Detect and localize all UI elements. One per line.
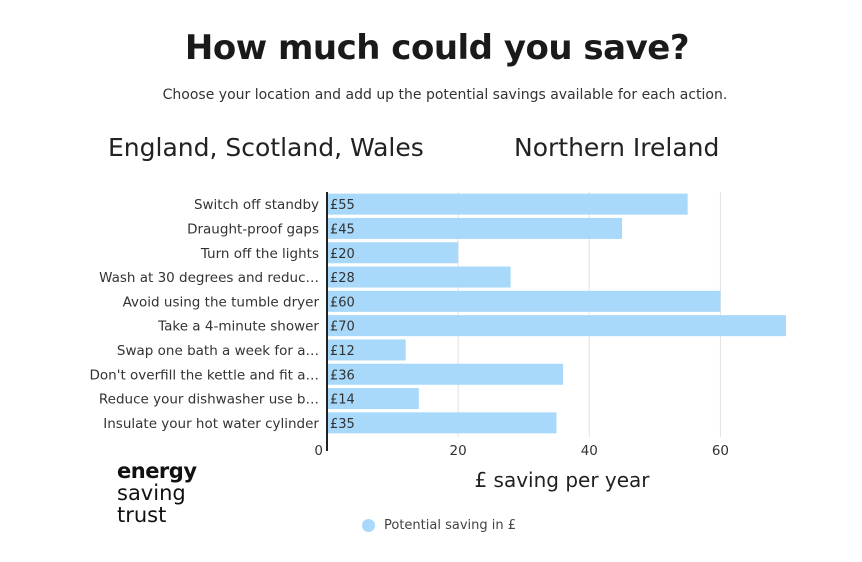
logo-line-energy: energy — [117, 459, 197, 483]
category-label-6: Swap one bath a week for a… — [117, 343, 319, 359]
bar-data-label-1: £45 — [330, 222, 355, 237]
bar-7 — [327, 363, 564, 385]
x-axis-label: £ saving per year — [474, 468, 650, 492]
bar-9 — [327, 412, 557, 434]
bar-data-label-2: £20 — [330, 247, 355, 262]
bar-2 — [327, 242, 459, 264]
legend-label: Potential saving in £ — [384, 518, 517, 533]
page-subtitle: Choose your location and add up the pote… — [162, 87, 728, 103]
bar-3 — [327, 266, 511, 288]
energy-saving-trust-logo: energy saving trust — [117, 460, 197, 526]
bar-data-label-6: £12 — [330, 344, 355, 359]
bar-0 — [327, 193, 688, 215]
category-label-2: Turn off the lights — [200, 246, 319, 262]
x-tick-label-40: 40 — [581, 443, 598, 459]
chart-legend[interactable]: Potential saving in £ — [362, 518, 516, 533]
bar-data-label-0: £55 — [330, 198, 355, 213]
location-tab-northern-ireland[interactable]: Northern Ireland — [514, 133, 720, 162]
bar-data-label-9: £35 — [330, 417, 355, 432]
location-tab-england-scotland-wales[interactable]: England, Scotland, Wales — [108, 133, 424, 162]
category-label-9: Insulate your hot water cylinder — [103, 416, 319, 432]
category-label-3: Wash at 30 degrees and reduc… — [99, 270, 319, 286]
bar-5 — [327, 315, 786, 337]
bar-data-label-4: £60 — [330, 295, 355, 310]
bar-data-label-5: £70 — [330, 320, 355, 335]
bar-data-label-8: £14 — [330, 393, 355, 408]
category-label-8: Reduce your dishwasher use b… — [99, 392, 319, 408]
category-label-0: Switch off standby — [194, 197, 319, 213]
legend-dot — [362, 519, 375, 532]
x-tick-label-0: 0 — [314, 443, 323, 459]
bar-4 — [327, 290, 721, 312]
bar-8 — [327, 388, 419, 410]
logo-line-trust: trust — [117, 503, 167, 527]
x-tick-label-20: 20 — [450, 443, 467, 459]
bar-1 — [327, 217, 623, 239]
bar-data-label-7: £36 — [330, 368, 355, 383]
category-label-4: Avoid using the tumble dryer — [123, 294, 320, 310]
page-title: How much could you save? — [184, 28, 690, 68]
bar-6 — [327, 339, 406, 361]
category-label-1: Draught-proof gaps — [187, 221, 319, 237]
x-tick-label-60: 60 — [712, 443, 729, 459]
bar-data-label-3: £28 — [330, 271, 355, 286]
logo-line-saving: saving — [117, 481, 186, 505]
category-label-7: Don't overfill the kettle and fit a… — [90, 367, 319, 383]
category-label-5: Take a 4-minute shower — [157, 319, 319, 335]
